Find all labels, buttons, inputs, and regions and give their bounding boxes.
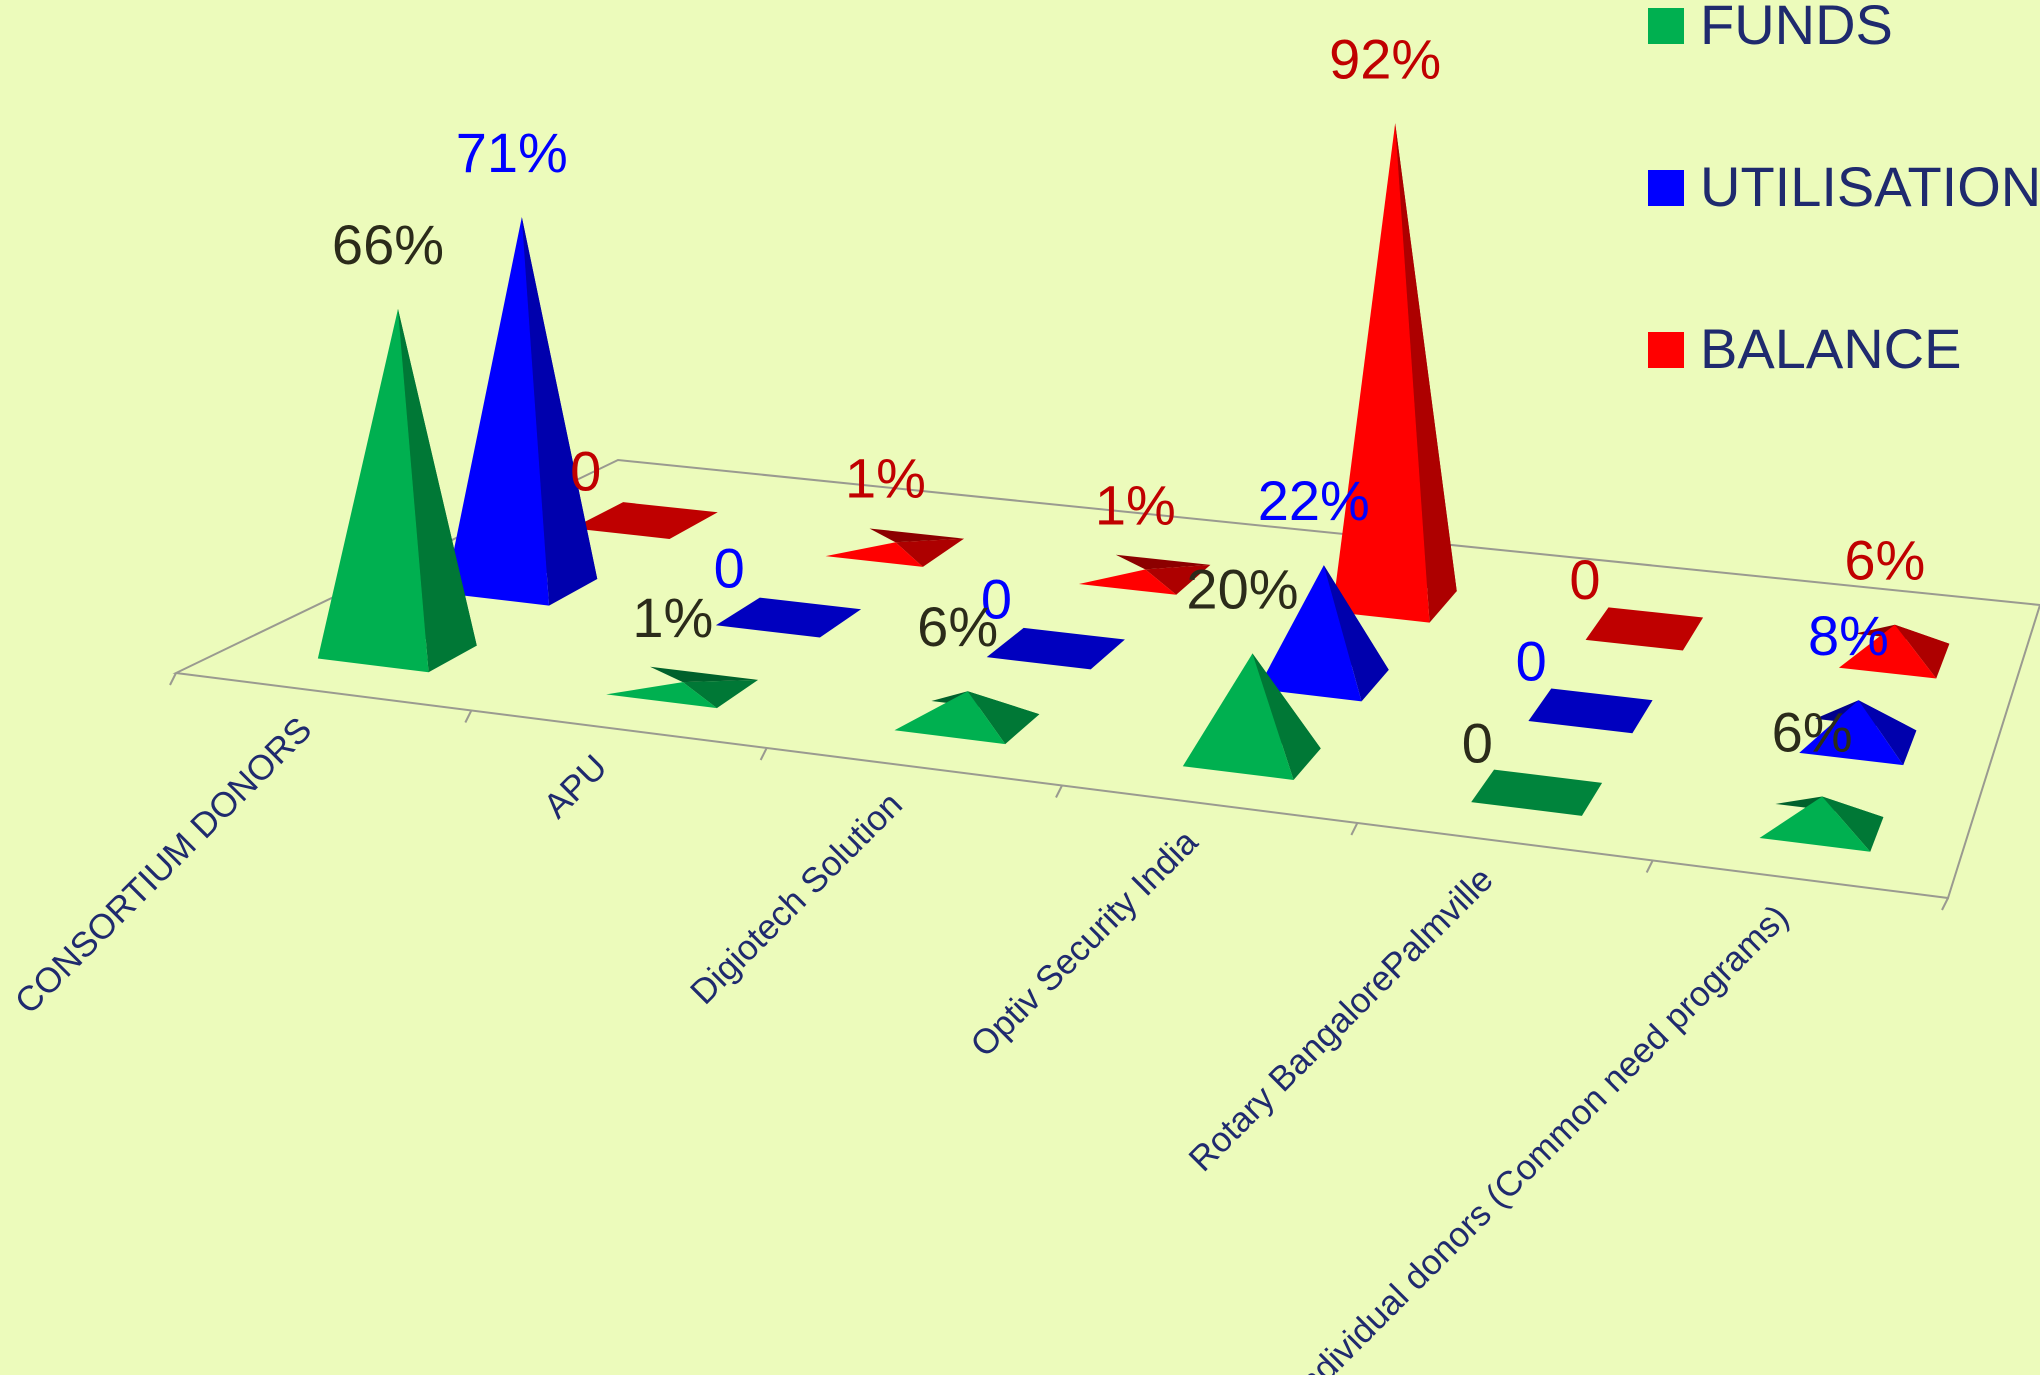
category-label: APU [536,747,614,825]
legend-label-utilisation: UTILISATION [1700,155,2040,218]
pyramid-balance-1 [572,502,717,539]
data-label: 71% [456,121,568,184]
pyramid-funds-5 [1471,770,1602,816]
pyramid-base [987,628,1125,670]
data-label: 0 [570,439,601,502]
pyramid-base [572,502,717,539]
pyramid-funds-6 [1760,797,1884,852]
pyramid-base [1471,770,1602,816]
data-label: 8% [1808,604,1889,667]
pyramid-funds-1 [318,309,477,672]
data-label: 22% [1258,469,1370,532]
category-label: Rotary BangalorePalmville [1181,860,1500,1179]
x-axis-tick [1056,786,1062,798]
x-axis-tick [1647,861,1653,873]
x-axis-tick [1942,898,1948,910]
x-axis-tick [465,711,471,723]
pyramid-utilisation-5 [1528,689,1652,734]
x-axis-tick [1351,823,1357,835]
category-label: Individual donors (Common need programs) [1284,897,1796,1375]
category-label: Optiv Security India [963,822,1206,1065]
data-label: 66% [332,213,444,276]
pyramid-funds-3 [895,691,1040,744]
data-label: 0 [1569,548,1600,611]
x-axis-tick [761,748,767,760]
data-label: 1% [632,586,713,649]
pyramid-base [1586,607,1703,650]
legend-swatch-balance [1648,332,1684,368]
legend-swatch-utilisation [1648,170,1684,206]
pyramid-balance-4 [1332,123,1456,622]
legend-label-balance: BALANCE [1700,317,1961,380]
data-label: 1% [1095,473,1176,536]
pyramid-front-face [318,309,429,672]
data-label: 6% [1844,529,1925,592]
data-label: 6% [1772,701,1853,764]
x-axis-tick [170,673,176,685]
legend-label-funds: FUNDS [1700,0,1893,56]
data-label: 0 [1516,630,1547,693]
category-label: CONSORTIUM DONORS [8,710,320,1022]
data-label: 20% [1186,558,1298,621]
category-label: Digiotech Solution [683,785,910,1012]
data-label: 1% [845,446,926,509]
pyramid-utilisation-3 [987,628,1125,670]
pyramid-funds-2 [606,667,758,708]
pyramid-balance-2 [826,528,964,566]
pyramid-utilisation-2 [716,598,861,638]
legend: FUNDS UTILISATION BALANCE [1648,0,2040,380]
pyramid-back-face [650,667,758,682]
data-label: 0 [1462,712,1493,775]
data-label: 6% [917,595,998,658]
pyramid-utilisation-1 [445,217,597,606]
pyramid-balance-5 [1586,607,1703,650]
pyramid-base [1528,689,1652,734]
data-label: 92% [1329,27,1441,90]
data-label: 0 [714,536,745,599]
pyramid-base [716,598,861,638]
legend-swatch-funds [1648,8,1684,44]
